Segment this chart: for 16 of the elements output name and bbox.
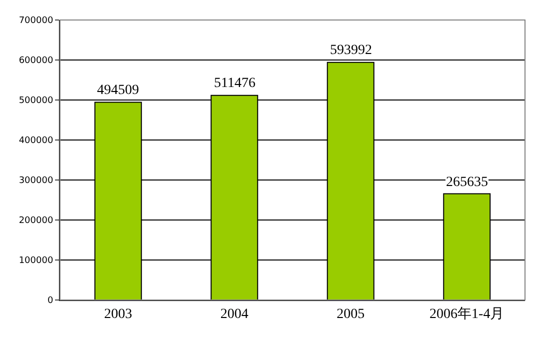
data-label: 511476 <box>214 76 256 91</box>
data-label: 593992 <box>330 43 372 58</box>
x-tick-label: 2003 <box>104 306 132 322</box>
x-tick-label: 2004 <box>220 306 248 322</box>
y-tick-label: 0 <box>47 296 54 306</box>
x-tick-label: 2006年1-4月 <box>430 306 504 322</box>
y-tick-label: 400000 <box>18 136 54 146</box>
y-tick-label: 700000 <box>18 16 54 26</box>
data-label: 494509 <box>97 83 139 98</box>
data-label: 265635 <box>446 175 488 190</box>
y-tick-label: 600000 <box>18 56 54 66</box>
y-tick-label: 200000 <box>18 216 54 226</box>
y-tick-label: 500000 <box>18 96 54 106</box>
x-tick-label: 2005 <box>336 306 365 322</box>
y-tick-label: 100000 <box>18 256 54 266</box>
y-tick-label: 300000 <box>18 176 54 186</box>
